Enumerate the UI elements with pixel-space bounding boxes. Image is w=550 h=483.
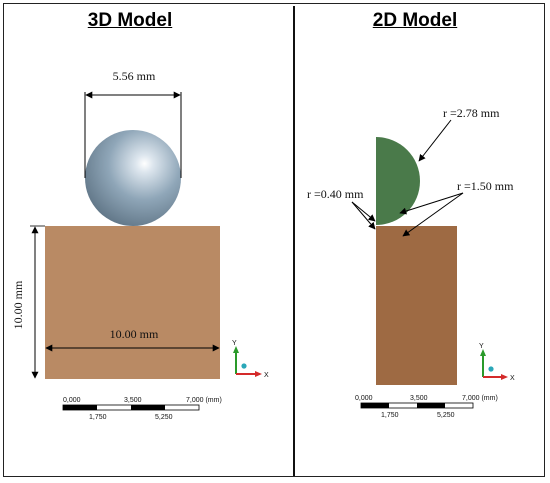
scalebar-left: 0,000 3,500 7,000 (mm) 1,750 5,250 [62,397,222,421]
radius-large-leader [418,119,452,162]
scale-right-top-2: 7,000 (mm) [462,395,498,402]
axis-y-label-left: Y [232,340,237,347]
radius-fillet-leader-2 [402,192,464,237]
panel-title-3d: 3D Model [87,10,173,31]
figure-frame [3,3,545,477]
scale-right-bottom-1: 5,250 [437,412,455,419]
scalebar-right: 0,000 3,500 7,000 (mm) 1,750 5,250 [355,395,498,419]
radius-large-label: r =2.78 mm [443,106,500,120]
axis-x-label-right: X [510,375,515,382]
sphere-3d [85,130,181,226]
scale-left-top-0: 0,000 [63,397,81,404]
scale-right-top-0: 0,000 [355,395,373,402]
axis-y-label-right: Y [479,343,484,350]
radius-small-leader-1 [351,201,376,222]
block-3d [45,226,220,379]
axis-triad-left: Y X [232,340,269,379]
radius-fillet-leader-1 [399,192,464,215]
panel-divider [293,6,295,476]
scale-left-bottom-0: 1,750 [89,414,107,421]
scale-left-bottom-1: 5,250 [155,414,173,421]
block-height-label: 10.00 mm [11,280,25,329]
scale-right-top-1: 3,500 [410,395,428,402]
axis-triad-right: Y X [479,343,515,382]
sphere-diameter-label: 5.56 mm [113,69,156,83]
block-2d [376,226,457,385]
radius-fillet-label: r =1.50 mm [457,179,514,193]
scale-left-top-2: 7,000 (mm) [186,397,222,404]
axis-x-label-left: X [264,372,269,379]
scale-right-bottom-0: 1,750 [381,412,399,419]
radius-small-leader-2 [351,201,376,230]
panel-title-2d: 2D Model [372,10,458,31]
radius-small-label: r =0.40 mm [307,187,364,201]
block-width-label: 10.00 mm [110,327,159,341]
scale-left-top-1: 3,500 [124,397,142,404]
half-disc-2d [376,137,420,225]
